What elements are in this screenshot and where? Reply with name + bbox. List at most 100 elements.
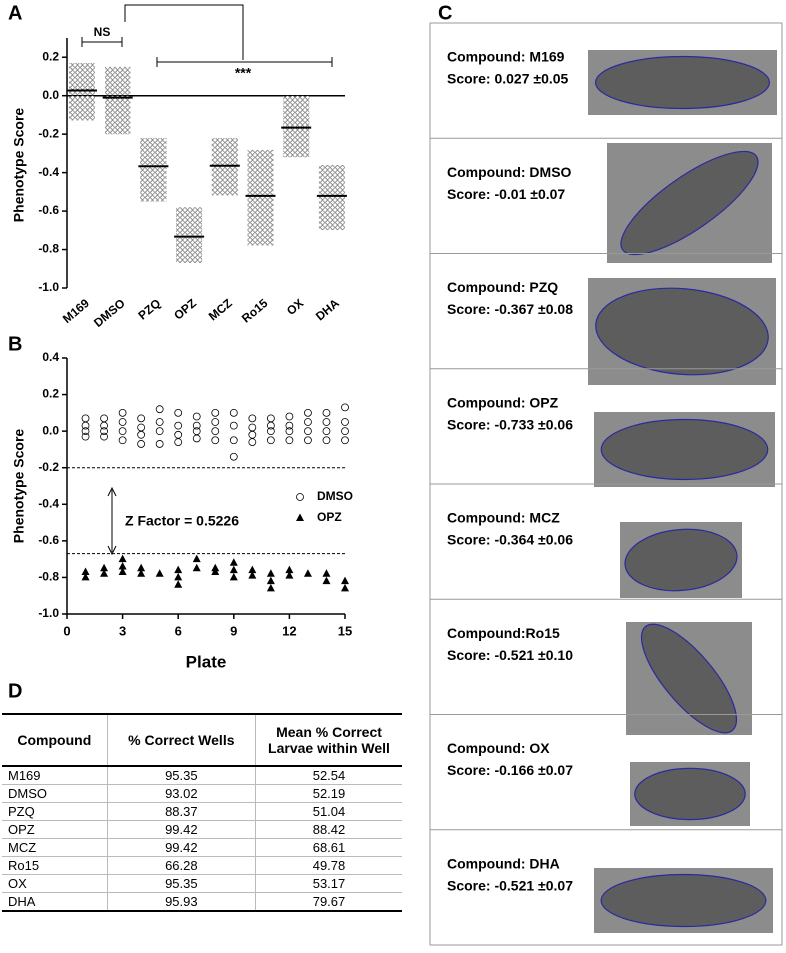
circle-point [229,408,238,417]
dot-cloud [211,138,238,196]
triangle-point [296,513,304,521]
circle-point [304,408,312,417]
circle-point [155,427,164,436]
score-label: Score: -0.166 ±0.07 [447,762,573,778]
table-cell: M169 [2,766,108,785]
triangle-point [174,572,183,581]
x-tick-label: MCZ [206,296,235,323]
compound-label: Compound: OPZ [447,394,559,410]
circle-point [266,414,275,423]
circle-point [118,418,127,426]
triangle-point [229,565,238,574]
larva-outline [600,873,767,928]
x-tick-label: M169 [60,296,92,326]
compound-label: Compound: DMSO [447,164,572,180]
dot-cloud [140,138,167,202]
circle-point [229,421,238,430]
circle-point [81,421,90,430]
sig-bracket [124,4,333,67]
circle-point [211,408,220,417]
header-cell: Mean % Correct Larvae within Well [255,713,402,767]
circle-point [211,427,220,436]
table-cell: 99.42 [106,820,256,839]
circle-point [285,427,294,436]
table-cell: OX [2,874,108,893]
triangle-point [100,563,109,572]
y-tick-label: -0.6 [38,203,59,217]
panel-label: C [438,2,452,24]
x-axis-label: Plate [186,652,227,671]
triangle-point [192,554,201,563]
table-cell: OPZ [2,820,108,839]
ns-bracket [81,37,123,47]
dot-cloud [247,149,274,246]
triangle-point [229,572,238,581]
y-axis-label: Phenotype Score [11,108,27,223]
table-row: OX 95.35 53.17 [2,874,402,893]
table-cell: 52.19 [255,784,402,803]
circle-point [322,427,331,436]
triangle-point [285,565,294,574]
triangle-point [137,569,146,577]
circle-point [341,436,349,445]
x-tick-label: 3 [119,623,126,638]
summary-table: Compound% Correct Wells Mean % Correct La… [2,713,402,912]
y-tick-label: 0.2 [42,387,59,401]
table-cell: 53.17 [255,874,402,893]
y-axis-label: Phenotype Score [11,429,27,544]
x-tick-label: 6 [175,623,182,638]
circle-point [248,430,257,439]
triangle-point [341,576,349,585]
x-tick-label: 0 [63,623,70,638]
table-cell: 88.42 [255,820,402,839]
circle-point [100,421,108,430]
y-tick-label: -0.8 [38,570,59,584]
larva-outline [594,55,771,110]
score-label: Score: 0.027 ±0.05 [447,71,569,87]
triangle-point [118,567,127,575]
dot-cloud [176,207,203,263]
circle-point [81,414,90,423]
circle-point [155,440,164,448]
circle-point [322,418,331,426]
dot-cloud [318,164,345,231]
circle-point [137,440,146,448]
annotation: NS [94,25,111,39]
circle-point [341,403,349,412]
circle-point [137,414,146,423]
circle-point [118,427,127,436]
compound-label: Compound:Ro15 [447,625,560,641]
score-label: Score: -0.367 ±0.08 [447,301,573,317]
triangle-point [285,571,294,579]
circle-point [304,418,312,426]
legend-label: OPZ [317,510,342,524]
table-cell: 79.67 [255,892,402,912]
panel-label: A [8,2,22,24]
annotation: *** [235,65,252,81]
score-label: Score: -0.521 ±0.07 [447,877,573,893]
y-tick-label: 0.4 [42,350,59,364]
table-cell: DMSO [2,784,108,803]
table-row: OPZ 99.42 88.42 [2,820,402,839]
x-tick-label: 9 [230,623,237,638]
table-cell: 93.02 [106,784,256,803]
circle-point [229,436,238,445]
circle-point [211,418,220,426]
circle-point [100,432,108,441]
circle-point [285,436,294,445]
larva-outline [624,528,738,592]
circle-point [285,421,294,430]
table-cell: 51.04 [255,802,402,821]
circle-point [192,412,201,421]
circle-point [81,432,90,441]
circle-point [341,427,349,436]
circle-point [118,408,127,417]
score-label: Score: -0.733 ±0.06 [447,416,573,432]
compound-label: Compound: PZQ [447,279,558,295]
y-tick-label: -1.0 [38,280,59,294]
compound-label: Compound: DHA [447,855,560,871]
table-cell: 68.61 [255,838,402,857]
circle-point [192,434,201,443]
triangle-point [266,576,275,585]
